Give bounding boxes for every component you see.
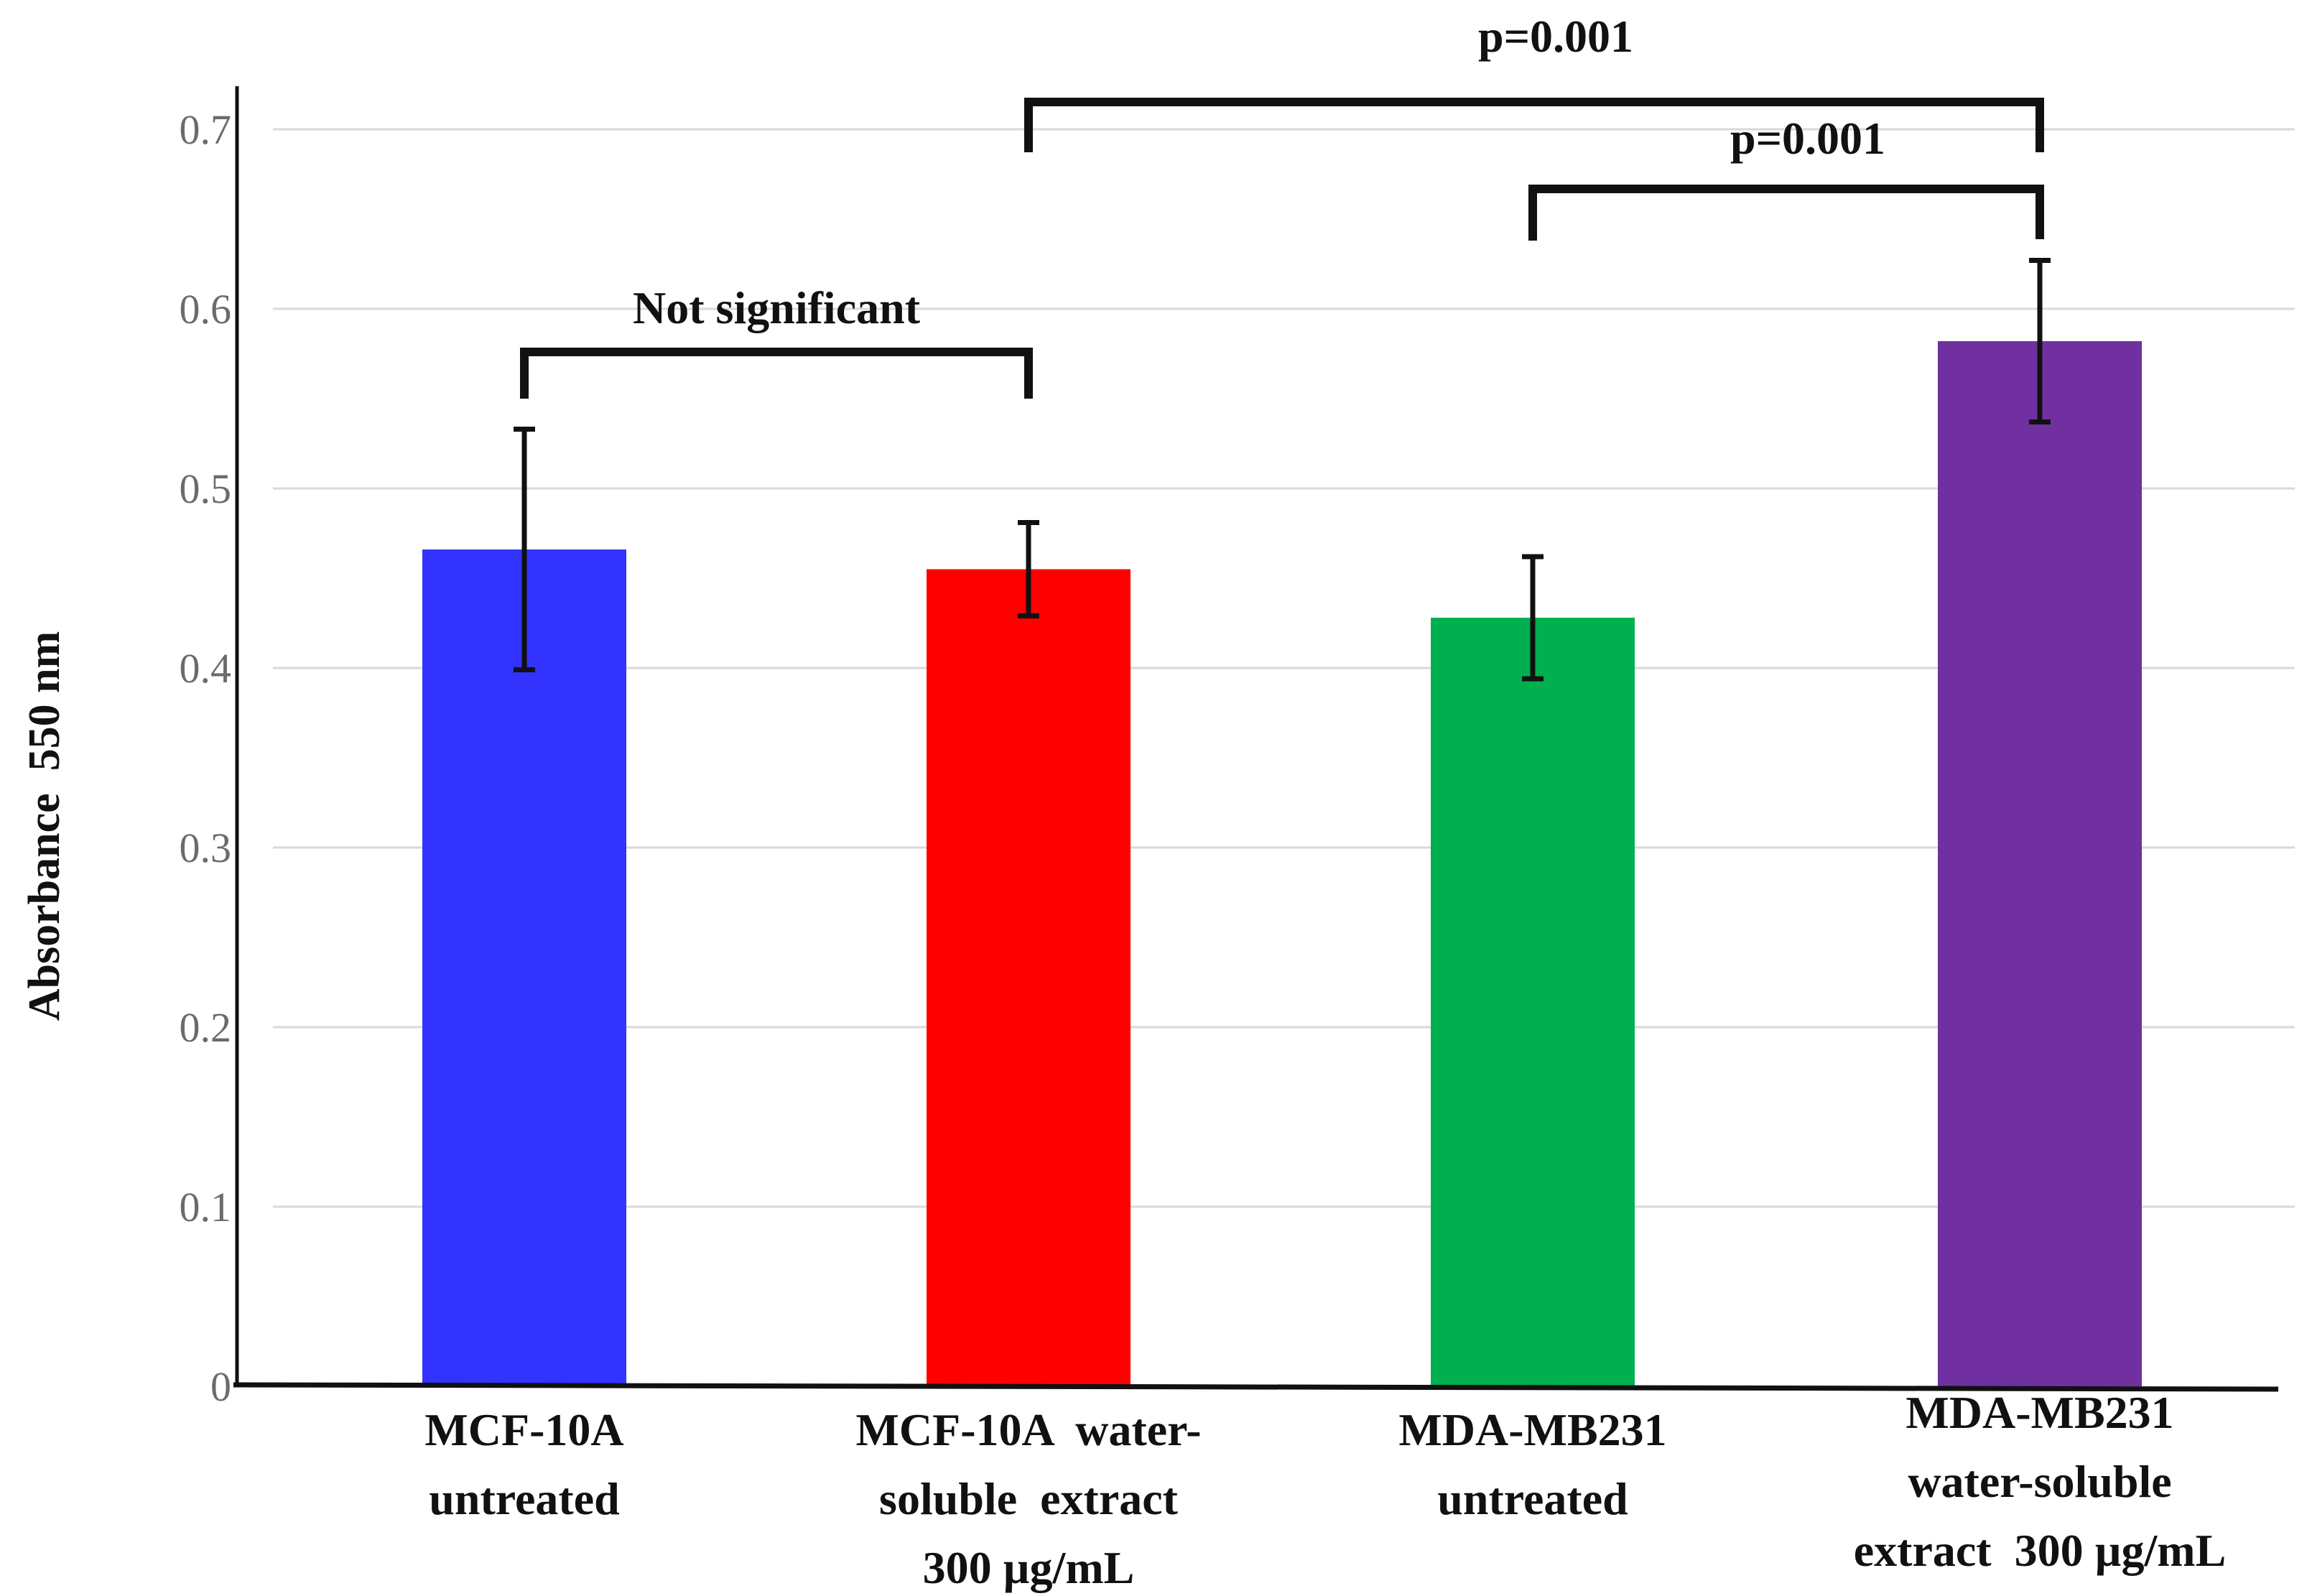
significance-label: Not significant (633, 282, 921, 333)
bars (422, 341, 2142, 1386)
error-bar (1018, 520, 1039, 618)
bar (1431, 618, 1635, 1386)
x-axis-line (233, 1382, 2279, 1392)
error-bar (1522, 554, 1544, 682)
bracket-line (520, 348, 1033, 399)
x-category-labels: MCF-10A untreated MCF-10A water-soluble ex… (424, 1387, 2226, 1593)
x-category-label-line: MDA-MB231 (1398, 1404, 1666, 1455)
x-category-label: MDA-MB231 water-soluble extract 300 µg/mL (1854, 1387, 2227, 1576)
bar (1938, 341, 2142, 1386)
x-category-label-line: untreated (429, 1473, 619, 1524)
error-bar (514, 427, 535, 672)
x-category-label-line: 300 µg/mL (923, 1542, 1135, 1593)
x-category-label: MCF-10A water-soluble extract 300 µg/mL (856, 1404, 1202, 1593)
error-bar (2029, 258, 2051, 424)
significance-label: p=0.001 (1730, 113, 1885, 164)
y-tick-label: 0.5 (180, 465, 232, 512)
significance-bracket: Not significant (520, 282, 1033, 399)
bracket-line (1528, 185, 2044, 241)
error-bars (514, 258, 2051, 682)
x-category-label: MDA-MB231 untreated (1398, 1404, 1666, 1524)
significance-bracket: p=0.001 (1024, 11, 2044, 152)
y-tick-label: 0 (210, 1363, 231, 1410)
y-axis-label: Absorbance 550 nm (20, 631, 69, 1021)
significance-annotations: Not significant p=0.001 p=0.001 (520, 11, 2044, 399)
x-category-label-line: MDA-MB231 (1906, 1387, 2173, 1438)
x-category-label-line: soluble extract (879, 1473, 1179, 1524)
x-category-label-line: MCF-10A water- (856, 1404, 1202, 1455)
x-category-label-line: MCF-10A (424, 1404, 623, 1455)
y-tick-label: 0.2 (180, 1004, 232, 1051)
x-category-label-line: water-soluble (1908, 1456, 2171, 1507)
y-tick-label: 0.3 (180, 825, 232, 871)
bar (422, 549, 626, 1386)
x-category-label: MCF-10A untreated (424, 1404, 623, 1524)
y-tick-label: 0.1 (180, 1184, 232, 1230)
y-tick-label: 0.7 (180, 106, 232, 153)
significance-label: p=0.001 (1478, 11, 1633, 62)
y-tick-labels: 0 0.1 0.2 0.3 0.4 0.5 0.6 0.7 (180, 106, 232, 1410)
bar (927, 569, 1131, 1386)
bracket-line (1024, 98, 2044, 152)
y-tick-label: 0.6 (180, 286, 232, 333)
y-tick-label: 0.4 (180, 645, 232, 692)
x-category-label-line: extract 300 µg/mL (1854, 1525, 2227, 1576)
x-category-label-line: untreated (1437, 1473, 1628, 1524)
significance-bracket: p=0.001 (1528, 113, 2044, 241)
axes (233, 86, 2279, 1392)
